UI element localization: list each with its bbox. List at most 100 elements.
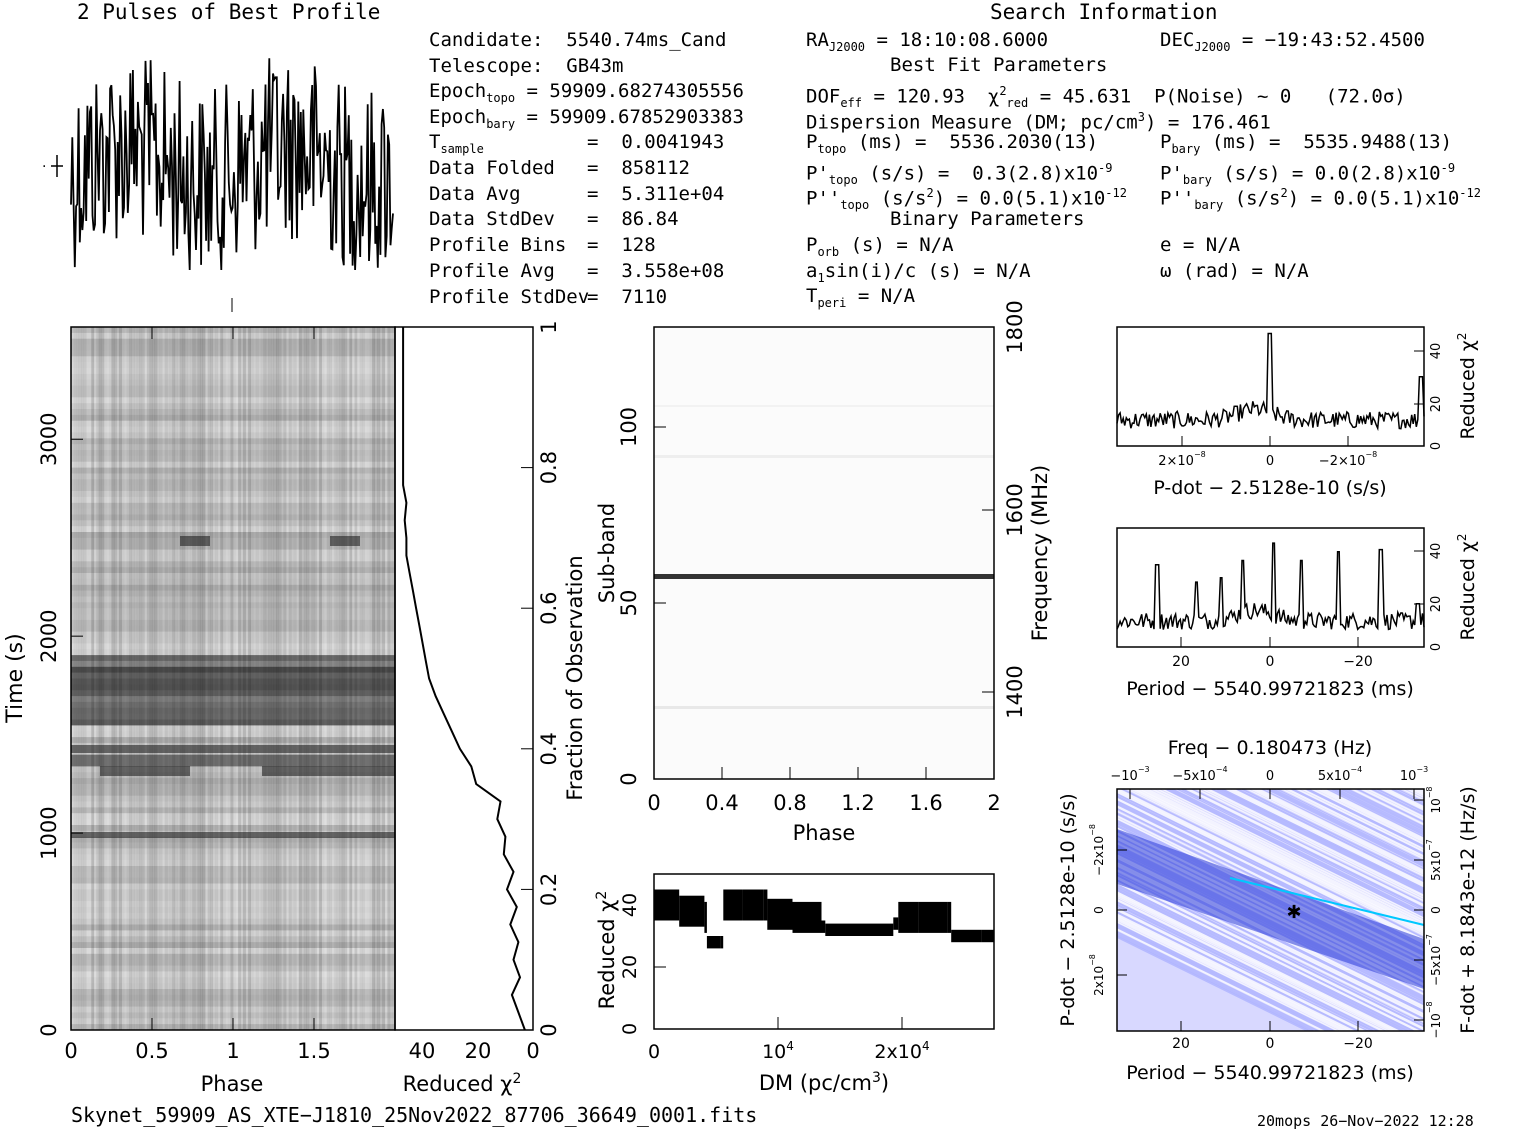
time-phase-column	[298, 327, 302, 1030]
time-phase-column	[276, 327, 279, 1030]
p-pdot-xlabel: Period − 5540.99721823 (ms)	[1126, 1062, 1414, 1084]
subband-band-2	[654, 706, 994, 709]
dec-line: DECJ2000 = −19:43:52.4500	[1160, 29, 1425, 54]
time-phase-row	[71, 514, 395, 521]
time-phase-row	[71, 473, 395, 480]
time-phase-row	[71, 707, 395, 715]
time-phase-column	[139, 327, 143, 1030]
p-pdot-stripe	[1141, 789, 1424, 930]
time-phase-row	[71, 373, 395, 381]
p-pdot-stripe	[1251, 789, 1424, 876]
omega-line: ω (rad) = N/A	[1160, 260, 1309, 282]
time-phase-row	[71, 491, 395, 498]
pdot-y-tick: 40	[1429, 343, 1444, 360]
pdot-chi2-plot: 2×10−8 0 −2×10−8 0 20 40 P-dot − 2.5128e-10 (s…	[1116, 326, 1479, 499]
p-pdot-stripe	[1126, 789, 1424, 936]
time-phase-row	[71, 596, 395, 603]
time-phase-column	[149, 327, 153, 1030]
subband-band-1	[654, 455, 994, 458]
time-phase-column	[382, 327, 386, 1030]
time-phase-column	[220, 327, 224, 1030]
time-phase-xlabel: Phase	[201, 1072, 264, 1096]
time-phase-column	[283, 327, 287, 1030]
subband-ylabel: Sub-band	[595, 503, 619, 603]
info-row-label: Profile Avg	[429, 259, 555, 282]
p-pdot-stripe	[1117, 893, 1394, 1031]
p-pdot-y2-tick: −10−8	[1425, 1001, 1443, 1038]
time-phase-ylabel: Time (s)	[3, 633, 28, 723]
timestamp-footer: 20mops 26−Nov−2022 12:28	[1257, 1112, 1474, 1130]
pdot-x-tick: −2×10−8	[1319, 450, 1377, 469]
p-pdot-stripe	[1301, 789, 1424, 851]
p-pdot-x-tick: 0	[1266, 1036, 1275, 1052]
tperi-line: Tperi = N/A	[806, 285, 916, 310]
time-phase-row	[71, 690, 395, 697]
time-phase-column	[271, 327, 274, 1030]
pdot-y-tick: 0	[1429, 442, 1444, 450]
time-phase-column	[205, 327, 208, 1030]
time-phase-row	[71, 537, 395, 545]
time-phase-column	[76, 327, 79, 1030]
time-phase-column	[91, 327, 95, 1030]
time-phase-column	[367, 327, 370, 1030]
time-phase-row	[71, 637, 395, 644]
period-x-tick: 0	[1266, 654, 1275, 670]
dm-chi2-segment	[898, 901, 919, 933]
dm-chi2-segment	[679, 895, 705, 927]
time-phase-column	[248, 327, 251, 1030]
time-phase-row	[71, 397, 395, 404]
subband-plot: 0 0.4 0.8 1.2 1.6 2 Phase 0 50 100 Sub-band 1400 160…	[595, 300, 1052, 845]
time-chi2-y-tick: 0.6	[537, 591, 561, 624]
time-phase-column	[354, 327, 358, 1030]
p-pdot-stripe	[1117, 913, 1354, 1031]
p-pdot-ylabel: P-dot − 2.5128e-10 (s/s)	[1057, 793, 1079, 1026]
time-phase-column	[131, 327, 135, 1030]
p-pdot-stripe	[1271, 789, 1424, 866]
time-phase-column	[169, 327, 173, 1030]
time-phase-row	[71, 1012, 395, 1019]
time-phase-column	[263, 327, 267, 1030]
time-phase-column	[291, 327, 294, 1030]
time-phase-row	[71, 953, 395, 961]
time-phase-column	[159, 327, 163, 1030]
time-phase-row	[71, 965, 395, 972]
time-phase-column	[83, 327, 87, 1030]
time-phase-x-tick: 1	[226, 1039, 239, 1063]
time-phase-column	[124, 327, 127, 1030]
dm-chi2-segment	[981, 929, 994, 943]
time-phase-row	[71, 766, 395, 773]
time-phase-column	[179, 327, 183, 1030]
p-pdot-y2-tick: 10−8	[1425, 786, 1443, 813]
time-phase-row	[71, 496, 395, 504]
time-phase-column	[387, 327, 391, 1030]
time-phase-column	[265, 327, 269, 1030]
pdtopo-line: P'topo (s/s) = 0.3(2.8)x10-9	[806, 161, 1113, 188]
time-phase-column	[98, 327, 102, 1030]
time-phase-row	[71, 502, 395, 510]
time-phase-row	[71, 754, 395, 762]
tsample-line: Tsample	[429, 131, 484, 156]
time-phase-row	[71, 549, 395, 556]
p-pdot-stripe	[1286, 789, 1424, 858]
time-phase-column	[210, 327, 213, 1030]
p-pdot-stripe	[1117, 891, 1399, 1031]
p-pdot-stripe	[1117, 925, 1329, 1031]
time-phase-column	[207, 327, 211, 1030]
p-pdot-stripe	[1266, 789, 1424, 868]
ptopo-line: Ptopo (ms) = 5536.2030(13)	[806, 131, 1099, 156]
time-phase-row	[71, 737, 395, 744]
time-phase-y-tick: 0	[37, 1023, 61, 1036]
time-phase-row	[71, 959, 395, 967]
time-phase-row	[71, 725, 395, 732]
p-pdot-y2label: F-dot + 8.1843e-12 (Hz/s)	[1457, 786, 1479, 1034]
time-phase-row	[71, 350, 395, 357]
time-phase-row	[71, 883, 395, 890]
subband-x-tick: 0.8	[773, 791, 806, 815]
time-phase-column	[317, 327, 320, 1030]
period-y-tick: 0	[1429, 643, 1444, 651]
p-pdot-stripe	[1507, 789, 1517, 1031]
p-pdot-y-tick: 2x10−8	[1088, 954, 1106, 996]
subband-x-tick: 1.2	[841, 791, 874, 815]
time-chi2-x-tick: 20	[465, 1039, 492, 1063]
period-ylabel: Reduced χ2	[1455, 534, 1479, 641]
